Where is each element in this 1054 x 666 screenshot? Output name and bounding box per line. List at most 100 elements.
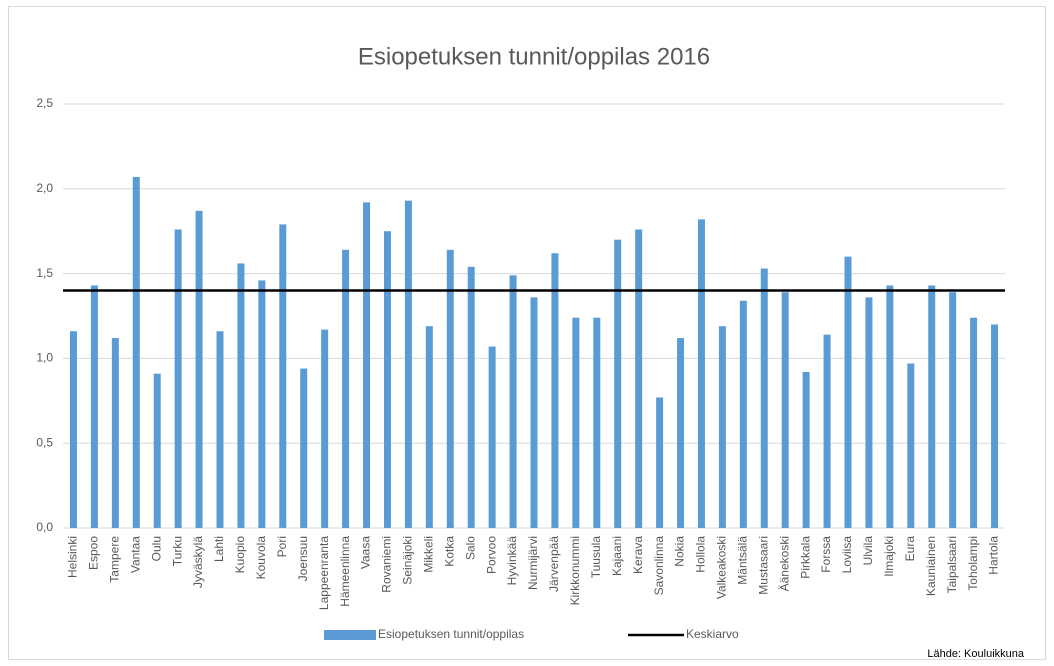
bar	[383, 231, 391, 528]
y-tick-label: 2,5	[36, 96, 53, 110]
x-tick-label: Äänekoski	[777, 536, 791, 591]
bar	[363, 202, 371, 529]
x-tick-label: Hartola	[987, 536, 1001, 575]
bar	[467, 266, 475, 528]
bar	[551, 253, 559, 529]
bar	[132, 176, 140, 529]
x-tick-label: Pirkkala	[798, 536, 812, 579]
bar	[195, 210, 203, 528]
x-tick-label: Kajaani	[610, 536, 624, 576]
bar	[69, 331, 77, 528]
x-tick-label: Kirkkonummi	[568, 536, 582, 605]
chart-title: Esiopetuksen tunnit/oppilas 2016	[358, 43, 710, 70]
x-tick-label: Seinäjoki	[401, 536, 415, 585]
bar	[991, 324, 999, 528]
x-tick-label: Espoo	[87, 536, 101, 570]
x-tick-label: Oulu	[149, 536, 163, 561]
x-tick-label: Ulvila	[861, 536, 875, 566]
bar	[614, 239, 622, 528]
bar	[279, 224, 287, 528]
bar	[111, 338, 119, 528]
x-tick-label: Toholampi	[966, 536, 980, 591]
x-tick-label: Helsinki	[66, 536, 80, 578]
x-tick-label: Hämeenlinna	[338, 536, 352, 607]
bar	[802, 371, 810, 528]
bar	[593, 317, 601, 528]
bar	[781, 292, 789, 528]
bar	[886, 285, 894, 528]
bar	[697, 219, 705, 528]
x-tick-label: Valkeakoski	[715, 536, 729, 599]
y-tick-label: 1,5	[36, 266, 53, 280]
bar	[718, 326, 726, 528]
x-tick-label: Taipalsaari	[945, 536, 959, 593]
x-tick-label: Vantaa	[128, 536, 142, 573]
y-tick-label: 1,0	[36, 351, 53, 365]
legend-label: Keskiarvo	[686, 627, 739, 641]
bar	[404, 200, 412, 528]
y-tick-label: 0,0	[36, 520, 53, 534]
bar	[677, 338, 685, 528]
bar	[865, 297, 873, 528]
x-tick-label: Kerava	[631, 536, 645, 574]
x-tick-label: Kauniainen	[924, 536, 938, 596]
x-tick-label: Mustasaari	[756, 536, 770, 595]
source-note: Lähde: Kouluikkuna	[927, 648, 1025, 660]
x-tick-label: Forssa	[819, 536, 833, 573]
legend-label: Esiopetuksen tunnit/oppilas	[378, 627, 524, 641]
bar	[216, 331, 224, 528]
x-tick-label: Mikkeli	[422, 536, 436, 573]
bar	[844, 256, 852, 528]
bar	[90, 285, 98, 528]
bar	[635, 229, 643, 528]
x-tick-label: Turku	[170, 536, 184, 566]
x-tick-label: Tuusula	[589, 536, 603, 579]
x-tick-label: Salo	[463, 536, 477, 560]
x-tick-label: Mäntsälä	[736, 536, 750, 585]
bar	[823, 334, 831, 528]
x-tick-label: Lappeenranta	[317, 536, 331, 610]
bar	[760, 268, 768, 528]
x-tick-label: Hyvinkää	[505, 536, 519, 586]
bar	[907, 363, 915, 528]
x-tick-label: Kuopio	[233, 536, 247, 574]
bar	[174, 229, 182, 528]
x-tick-label: Järvenpää	[547, 536, 561, 592]
x-tick-label: Jyväskylä	[191, 536, 205, 588]
x-tick-label: Savonlinna	[652, 536, 666, 596]
x-tick-label: Porvoo	[484, 536, 498, 574]
y-tick-label: 0,5	[36, 435, 53, 449]
bar	[321, 329, 329, 528]
bar	[970, 317, 978, 528]
x-tick-label: Kotka	[442, 536, 456, 567]
bar	[928, 285, 936, 528]
bar	[446, 249, 454, 528]
x-tick-label: Tampere	[108, 536, 122, 583]
x-tick-label: Pori	[275, 536, 289, 557]
x-tick-label: Hollola	[694, 536, 708, 573]
y-tick-label: 2,0	[36, 181, 53, 195]
legend-swatch	[324, 630, 376, 640]
bar	[572, 317, 580, 528]
bar	[530, 297, 538, 528]
x-tick-label: Eura	[903, 536, 917, 562]
x-tick-label: Joensuu	[296, 536, 310, 581]
x-tick-label: Nokia	[673, 536, 687, 567]
bar	[488, 346, 496, 528]
x-tick-label: Lahti	[212, 536, 226, 562]
bar	[237, 263, 245, 528]
bar	[425, 326, 433, 528]
x-tick-label: Rovaniemi	[380, 536, 394, 593]
bar	[509, 275, 517, 528]
x-tick-label: Ilmajoki	[882, 536, 896, 577]
bar	[656, 397, 664, 528]
bar	[300, 368, 308, 528]
x-tick-label: Kouvola	[254, 536, 268, 580]
bar	[258, 280, 266, 528]
x-tick-label: Loviisa	[840, 536, 854, 574]
x-tick-label: Vaasa	[359, 536, 373, 569]
bar	[342, 249, 350, 528]
bar	[153, 373, 161, 528]
